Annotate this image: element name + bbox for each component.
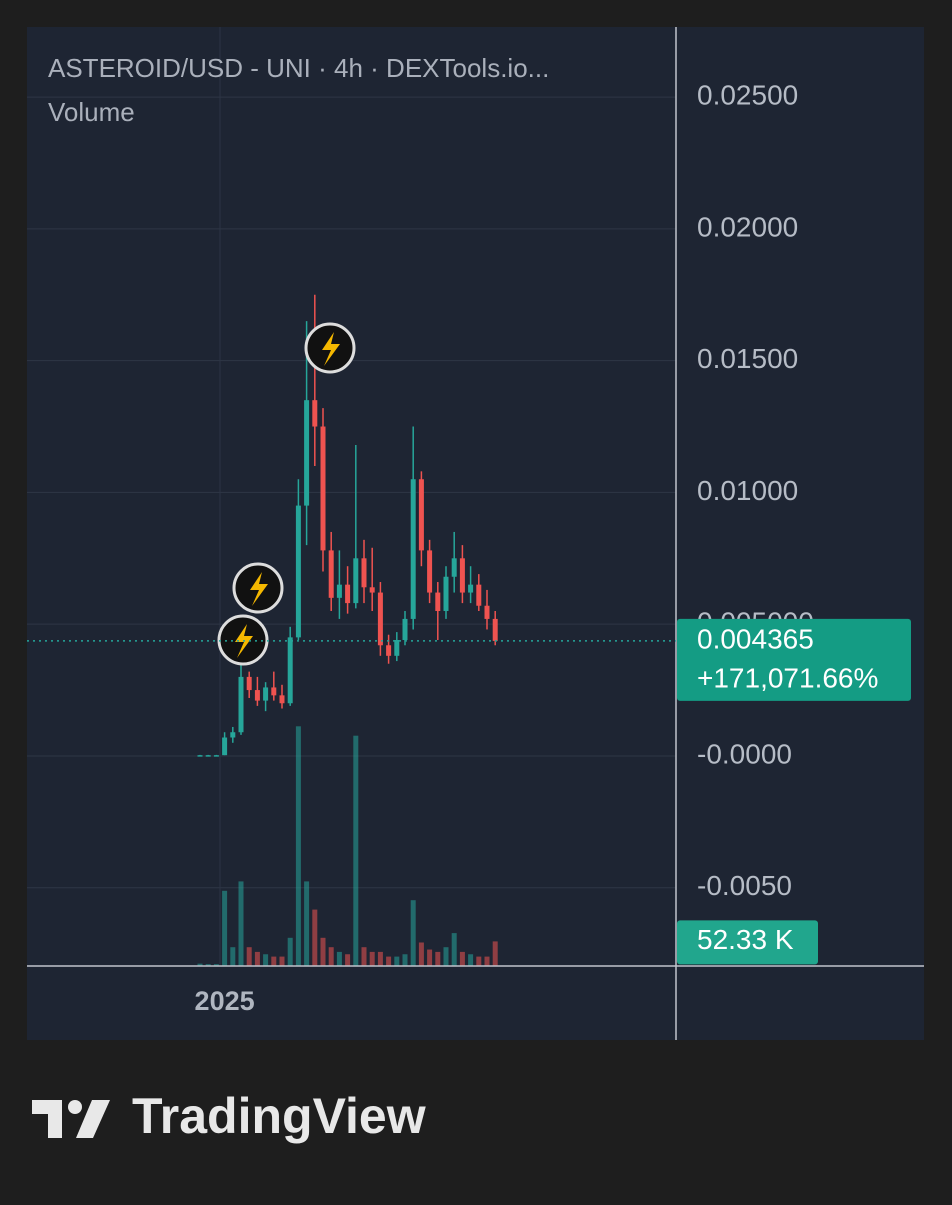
candle-body [263,687,269,701]
candle-body [230,732,236,738]
price-badge [677,618,911,701]
volume-bar [246,947,252,966]
candle-body [328,550,334,598]
volume-bar [492,941,498,966]
candle-body [418,479,424,551]
volume-bar [451,933,457,966]
y-tick-label: 0.01000 [697,475,798,506]
candle-body [468,584,474,593]
candle-body [427,550,433,593]
volume-bar [295,726,301,966]
x-tick-label: 2025 [195,986,255,1016]
candles [197,294,498,757]
volume-bar [369,951,375,966]
candle-body [369,587,375,593]
volume-bar [328,947,334,966]
volume-bar [222,890,228,966]
candle-body [353,558,359,604]
volume-bar [443,947,449,966]
volume-bar [254,951,260,966]
volume-bar [459,951,465,966]
candle-body [386,645,392,656]
candle-body [443,576,449,612]
volume-bar [205,964,211,966]
volume-bar [304,881,310,966]
candle-body [238,676,244,733]
last-price-label: 0.004365 [697,623,814,654]
volume-bar [353,735,359,966]
candle-body [320,426,326,551]
candle-body [459,558,465,593]
event-icon [217,614,269,666]
price-change-label: +171,071.66% [697,662,878,693]
candle-body [361,558,367,588]
candle-body [205,755,211,757]
candle-body [345,584,351,604]
y-tick-label: -0.0000 [697,738,792,769]
volume-bar [361,947,367,966]
chart-title: ASTEROID/USD - UNI · 4h · DEXTools.io... [48,53,549,83]
candle-body [336,584,342,598]
y-tick-label: 0.02000 [697,211,798,242]
volume-bar [410,900,416,966]
volume-badge [677,920,818,965]
volume-label: 52.33 K [697,924,794,955]
candle-body [312,400,318,427]
volume-bar [213,964,219,966]
volume-bar [287,937,293,966]
y-tick-label: -0.0050 [697,870,792,901]
event-icon [232,562,284,614]
volume-bar [279,956,285,966]
event-icon [304,322,356,374]
candle-body [213,755,219,757]
volume-bar [377,951,383,966]
volume-bar [427,949,433,966]
volume-bar [197,963,203,966]
candle-body [394,639,400,656]
candle-body [197,755,203,757]
volume-bar [263,954,269,966]
y-tick-label: 0.02500 [697,79,798,110]
volume-bar [418,942,424,966]
chart-panel [27,27,924,1040]
volume-bar [312,909,318,966]
volume-bar [394,956,400,966]
candle-body [222,737,228,756]
volume-bar [336,951,342,966]
y-tick-label: 0.01500 [697,343,798,374]
volume-bar [345,954,351,966]
candle-body [287,637,293,704]
candle-body [451,558,457,577]
volume-bar [484,956,490,966]
candle-body [254,690,260,701]
candle-body [492,618,498,641]
candle-body [476,584,482,606]
candle-body [271,687,277,696]
volume-bar [320,937,326,966]
tradingview-logo: TradingView [32,1088,426,1144]
brand: TradingView [132,1088,426,1144]
candle-body [295,505,301,638]
chart-subtitle: Volume [48,97,135,127]
volume-bars [197,726,498,966]
candle-body [402,618,408,640]
volume-bar [435,951,441,966]
candle-body [304,400,310,506]
candle-body [435,592,441,612]
volume-bar [271,956,277,966]
volume-bar [476,956,482,966]
candle-body [410,479,416,619]
candle-body [246,676,252,691]
volume-bar [468,954,474,966]
candle-body [484,605,490,619]
volume-bar [238,881,244,966]
volume-bar [386,956,392,966]
volume-bar [402,954,408,966]
candle-body [279,695,285,704]
candle-body [377,592,383,646]
volume-bar [230,947,236,966]
